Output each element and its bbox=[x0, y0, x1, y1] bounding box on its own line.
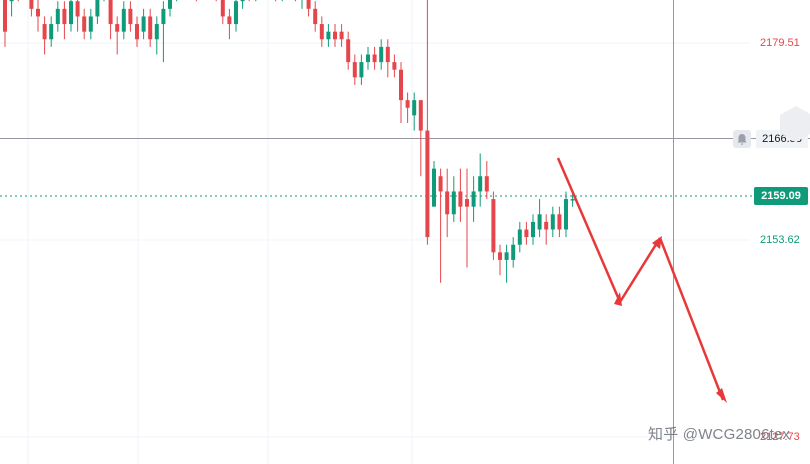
candle-body bbox=[3, 0, 7, 32]
candle-body bbox=[319, 24, 324, 40]
current-price-label: 2159.09 bbox=[754, 187, 808, 205]
candle-body bbox=[511, 244, 516, 260]
candle-body bbox=[564, 199, 568, 230]
candle-body bbox=[432, 168, 436, 207]
candle-body bbox=[504, 252, 509, 260]
candle-body bbox=[531, 221, 535, 238]
candle-body bbox=[75, 1, 80, 17]
candle-body bbox=[339, 31, 344, 40]
candle-body bbox=[141, 16, 146, 32]
candle-body bbox=[438, 176, 443, 192]
candle-body bbox=[234, 1, 238, 25]
candle-body bbox=[82, 16, 87, 32]
candle-body bbox=[372, 54, 377, 63]
forecast-arrowhead-3 bbox=[716, 388, 727, 403]
candle-body bbox=[359, 62, 364, 78]
candle-body bbox=[168, 0, 172, 9]
candle-body bbox=[379, 46, 384, 63]
candle-body bbox=[385, 46, 390, 63]
candle-body bbox=[154, 24, 159, 40]
candle-body bbox=[108, 0, 113, 25]
candle-body bbox=[405, 100, 410, 108]
candle-body bbox=[29, 0, 34, 9]
candle-body bbox=[537, 214, 542, 230]
price-axis-label-mid: 2153.62 bbox=[760, 234, 800, 246]
candle-body bbox=[392, 62, 397, 70]
price-axis-label-low: 2127.73 bbox=[760, 431, 800, 443]
forecast-arrowhead-1 bbox=[614, 292, 622, 306]
alert-bell-icon[interactable] bbox=[733, 130, 751, 148]
candle-body bbox=[115, 24, 120, 32]
candle-body bbox=[95, 0, 100, 17]
candle-body bbox=[161, 8, 166, 25]
chart-settings-button[interactable] bbox=[776, 104, 810, 144]
candle-body bbox=[451, 191, 456, 215]
candle-body bbox=[62, 8, 67, 25]
candle-body bbox=[42, 24, 47, 40]
price-axis-label-high: 2179.51 bbox=[760, 37, 800, 49]
candle-body bbox=[471, 191, 476, 207]
candle-body bbox=[36, 8, 40, 17]
candle-body bbox=[135, 24, 139, 40]
candle-body bbox=[9, 0, 14, 2]
candle-body bbox=[121, 8, 126, 32]
candle-body bbox=[227, 16, 232, 25]
candle-body bbox=[240, 0, 245, 2]
candle-body bbox=[88, 16, 93, 32]
candle-body bbox=[326, 31, 331, 40]
candle-body bbox=[148, 16, 153, 40]
candle-body bbox=[524, 229, 529, 238]
candle-body bbox=[128, 8, 133, 25]
candle-body bbox=[465, 199, 469, 207]
candle-body bbox=[220, 0, 225, 17]
candle-body bbox=[313, 8, 318, 25]
candle-body bbox=[306, 0, 311, 9]
forecast-arrow-path-2 bbox=[658, 237, 725, 401]
candle-body bbox=[570, 199, 575, 201]
candle-body bbox=[517, 229, 522, 245]
candle-body bbox=[425, 130, 430, 238]
candle-body bbox=[352, 62, 357, 78]
candle-body bbox=[491, 199, 496, 253]
candle-body bbox=[544, 221, 549, 230]
candle-body bbox=[346, 39, 351, 63]
candle-body bbox=[333, 31, 337, 40]
candle-body bbox=[69, 1, 73, 25]
candle-body bbox=[55, 8, 60, 25]
candle-body bbox=[399, 69, 403, 101]
forecast-arrow-path-1 bbox=[556, 157, 662, 304]
candle-body bbox=[418, 100, 423, 131]
candle-body bbox=[49, 24, 54, 40]
candle-body bbox=[484, 176, 489, 192]
watermark-text: 知乎 @WCG2806tex bbox=[648, 426, 791, 443]
candle-body bbox=[550, 214, 555, 230]
candle-body bbox=[458, 191, 463, 207]
candle-body bbox=[445, 191, 450, 215]
candle-body bbox=[498, 252, 502, 260]
candle-body bbox=[478, 176, 483, 192]
candle-body bbox=[557, 214, 562, 230]
candle-body bbox=[366, 54, 370, 63]
candle-body bbox=[412, 100, 417, 116]
